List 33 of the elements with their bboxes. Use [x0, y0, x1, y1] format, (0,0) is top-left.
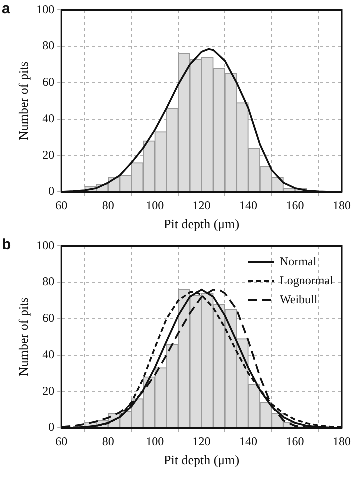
- x-tick-label: 160: [286, 434, 304, 448]
- legend-label: Normal: [280, 254, 318, 268]
- y-axis-title: Number of pits: [16, 298, 32, 376]
- y-tick-label: 60: [42, 75, 55, 90]
- x-tick-label: 80: [102, 434, 114, 448]
- legend-label: Weibull: [280, 292, 318, 306]
- x-axis-title: Pit depth (μm): [164, 216, 240, 232]
- y-tick-label: 40: [42, 347, 55, 362]
- y-tick-label: 20: [42, 148, 55, 162]
- x-tick-label: 100: [146, 434, 164, 448]
- y-tick-label: 0: [48, 184, 55, 198]
- chart-title: b: [2, 236, 12, 254]
- x-tick-label: 120: [192, 434, 211, 448]
- x-tick-label: 120: [192, 198, 211, 212]
- x-axis-title: Pit depth (μm): [164, 452, 240, 468]
- y-tick-label: 60: [42, 311, 55, 326]
- x-tick-label: 80: [102, 198, 114, 212]
- x-tick-label: 140: [240, 434, 258, 448]
- y-axis-title: Number of pits: [16, 62, 32, 140]
- y-tick-label: 80: [42, 38, 55, 53]
- y-tick-label: 100: [36, 238, 55, 252]
- y-tick-label: 100: [36, 2, 55, 16]
- y-tick-label: 80: [42, 274, 55, 289]
- x-tick-label: 180: [333, 434, 351, 448]
- y-tick-label: 0: [48, 420, 55, 434]
- x-tick-label: 100: [146, 198, 164, 212]
- x-tick-label: 160: [286, 198, 304, 212]
- x-tick-label: 180: [333, 198, 351, 212]
- chart-title: a: [2, 0, 11, 18]
- y-tick-label: 20: [42, 384, 55, 398]
- legend-label: Lognormal: [280, 273, 334, 288]
- y-tick-label: 40: [42, 111, 55, 126]
- x-tick-label: 140: [240, 198, 258, 212]
